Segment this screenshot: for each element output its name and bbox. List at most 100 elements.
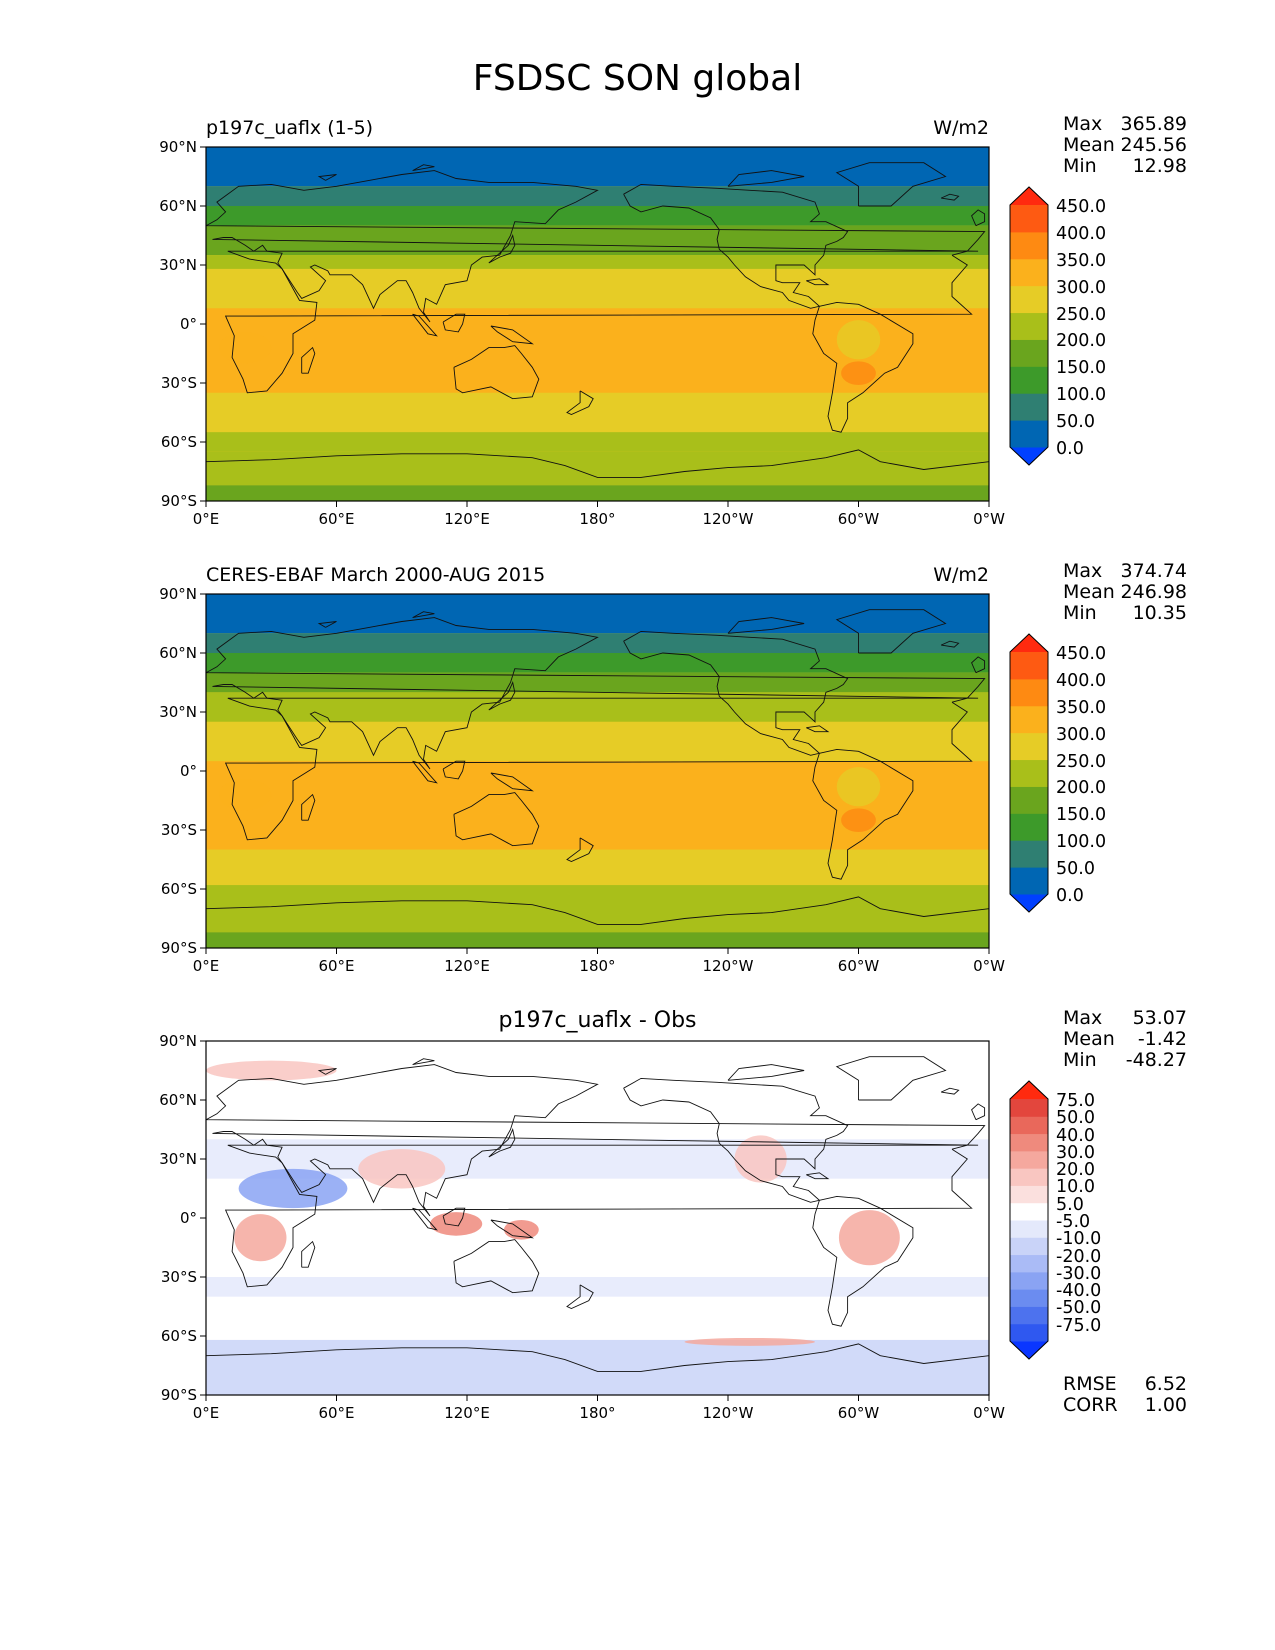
coastline-17: [412, 611, 435, 619]
colorbar-label: 400.0: [1056, 223, 1107, 244]
units-label: W/m2: [933, 117, 989, 139]
coastline-12: [206, 1343, 989, 1372]
coastline-18: [317, 174, 337, 181]
lat-tick-label: 60°N: [159, 644, 197, 662]
coastline-1: [206, 617, 986, 770]
colorbar-label: -40.0: [1056, 1281, 1102, 1302]
colorbar-label: 350.0: [1056, 697, 1107, 718]
diff-blob-6: [734, 1135, 787, 1183]
coastline-15: [806, 1172, 830, 1180]
coastline-17: [412, 164, 435, 172]
colorbar-segment: [1010, 705, 1048, 734]
coastline-5: [442, 313, 466, 333]
lat-tick-label: 30°S: [160, 1268, 197, 1286]
colorbar-segment: [1010, 285, 1048, 314]
coastline-15: [806, 725, 830, 733]
stat-value: 245.56: [1120, 134, 1187, 156]
colorbar-segment: [1010, 1323, 1048, 1342]
coastline-16: [727, 1064, 805, 1081]
lat-tick-label: 90°N: [159, 138, 197, 156]
coastline-8: [488, 1128, 516, 1158]
stat-label: CORR: [1063, 1394, 1118, 1416]
field-band-obs-4: [206, 692, 989, 722]
coastline-2: [301, 346, 316, 374]
diff-band-2: [206, 1139, 989, 1179]
field-band-obs-7: [206, 849, 989, 886]
colorbar-label: 20.0: [1056, 1160, 1095, 1181]
coastline-14: [971, 1103, 986, 1121]
field-band-obs-0: [206, 594, 989, 634]
units-label: W/m2: [933, 564, 989, 586]
coastline-11: [812, 748, 914, 880]
panel-title: CERES-EBAF March 2000-AUG 2015: [206, 564, 546, 586]
diff-band-0: [206, 1339, 989, 1395]
lon-tick-label: 120°W: [702, 957, 754, 975]
coastline-10: [835, 609, 947, 654]
coastline-3: [453, 792, 540, 847]
stat-value: -48.27: [1125, 1049, 1187, 1071]
lon-tick-label: 120°W: [702, 1404, 754, 1422]
lat-tick-label: 30°N: [159, 703, 197, 721]
field-band-model-0: [206, 147, 989, 187]
colorbar-label: 40.0: [1056, 1125, 1095, 1146]
diff-blob-5: [358, 1149, 446, 1189]
colorbar-segment: [1010, 1185, 1048, 1204]
field-band-obs-2: [206, 653, 989, 673]
coastline-6: [412, 313, 438, 337]
colorbar-segment: [1010, 1116, 1048, 1135]
colorbar-segment: [1010, 1254, 1048, 1273]
lat-tick-label: 60°S: [160, 880, 197, 898]
lat-tick-label: 0°: [179, 1209, 197, 1227]
colorbar-segment: [1010, 258, 1048, 287]
coastline-10: [835, 162, 947, 207]
colorbar-diff: [1009, 1080, 1049, 1360]
colorbar-label: 200.0: [1056, 778, 1107, 799]
stat-value: -1.42: [1137, 1028, 1187, 1050]
stat-value: 12.98: [1132, 155, 1187, 177]
figure-title: FSDSC SON global: [472, 58, 803, 99]
colorbar-segment: [1010, 1271, 1048, 1290]
lon-tick-label: 0°E: [192, 510, 220, 528]
lon-tick-label: 60°W: [837, 510, 880, 528]
coastline-8: [488, 681, 516, 711]
colorbar-label: -10.0: [1056, 1229, 1102, 1250]
colorbar-label: 200.0: [1056, 331, 1107, 352]
colorbar-label: 450.0: [1056, 197, 1107, 217]
colorbar-segment: [1010, 678, 1048, 707]
colorbar-segment: [1010, 1237, 1048, 1256]
field-patch-obs-2: [836, 767, 881, 807]
coastline-9: [623, 183, 849, 309]
colorbar-label: 0.0: [1056, 439, 1084, 459]
coastline-0: [224, 250, 973, 394]
field-band-obs-1: [206, 633, 989, 653]
diff-blob-1: [234, 1214, 287, 1262]
stat-label: Max: [1063, 113, 1103, 135]
lon-tick-label: 0°E: [192, 957, 220, 975]
lon-tick-label: 120°E: [444, 510, 490, 528]
colorbar-segment: [1010, 205, 1048, 233]
field-patch-obs-0: [841, 808, 876, 832]
lat-tick-label: 90°S: [160, 492, 197, 510]
coastline-13: [940, 193, 960, 201]
colorbar-label: 250.0: [1056, 751, 1107, 772]
stat-label: Mean: [1063, 134, 1115, 156]
coastline-16: [727, 617, 805, 634]
coastline-18: [317, 621, 337, 628]
field-band-model-4: [206, 255, 989, 269]
lat-tick-label: 90°S: [160, 1386, 197, 1404]
stat-value: 1.00: [1144, 1394, 1187, 1416]
coastline-13: [940, 1087, 960, 1095]
diff-blob-2: [838, 1210, 900, 1266]
colorbar-segment: [1010, 867, 1048, 895]
diff-blob-7: [206, 1060, 337, 1081]
coastline-12: [206, 449, 989, 478]
panel-title: p197c_uaflx - Obs: [498, 1008, 697, 1033]
coastline-7: [490, 325, 534, 345]
coastline-14: [971, 656, 986, 674]
diff-blob-0: [238, 1168, 348, 1209]
stat-label: Min: [1063, 155, 1097, 177]
colorbar-segment: [1010, 312, 1048, 340]
coastline-17: [412, 1058, 435, 1066]
colorbar-segment: [1010, 1168, 1048, 1186]
panel-title: p197c_uaflx (1-5): [206, 117, 374, 139]
